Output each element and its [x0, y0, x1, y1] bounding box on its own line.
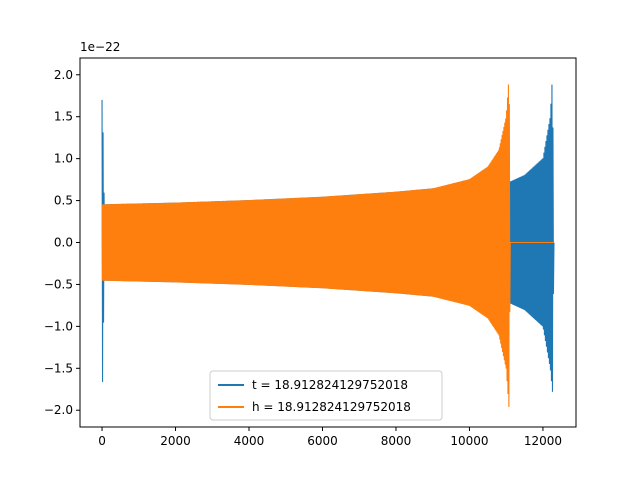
y-tick-label: 1.5	[54, 110, 73, 124]
y-tick-label: −1.0	[44, 319, 73, 333]
legend-label-0: t = 18.912824129752018	[252, 378, 408, 392]
x-tick-label: 2000	[160, 434, 191, 448]
y-tick-label: 0.5	[54, 194, 73, 208]
y-tick-label: −0.5	[44, 277, 73, 291]
y-tick-label: −2.0	[44, 403, 73, 417]
x-tick-label: 10000	[450, 434, 488, 448]
legend-box	[209, 370, 443, 421]
x-axis: 0 2000 4000 6000 8000 10000 12000	[98, 427, 562, 448]
x-tick-label: 4000	[234, 434, 265, 448]
series-line-1	[101, 84, 554, 408]
y-tick-label: 1.0	[54, 152, 73, 166]
y-tick-label: 0.0	[54, 236, 73, 250]
legend: t = 18.912824129752018 h = 18.91282412975…	[209, 370, 443, 421]
y-axis: −2.0 −1.5 −1.0 −0.5 0.0 0.5 1.0 1.5 2.0	[44, 68, 80, 417]
y-tick-label: −1.5	[44, 361, 73, 375]
y-offset-label: 1e−22	[80, 40, 120, 54]
x-tick-label: 0	[98, 434, 106, 448]
legend-label-1: h = 18.912824129752018	[252, 400, 411, 414]
x-tick-label: 6000	[307, 434, 338, 448]
x-tick-label: 12000	[524, 434, 562, 448]
y-tick-label: 2.0	[54, 68, 73, 82]
x-tick-label: 8000	[381, 434, 412, 448]
series-layer	[101, 84, 555, 408]
